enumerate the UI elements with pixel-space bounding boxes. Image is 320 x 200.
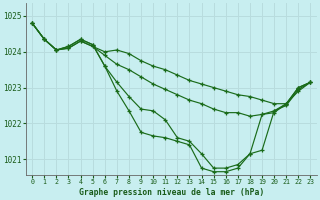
X-axis label: Graphe pression niveau de la mer (hPa): Graphe pression niveau de la mer (hPa) bbox=[79, 188, 264, 197]
